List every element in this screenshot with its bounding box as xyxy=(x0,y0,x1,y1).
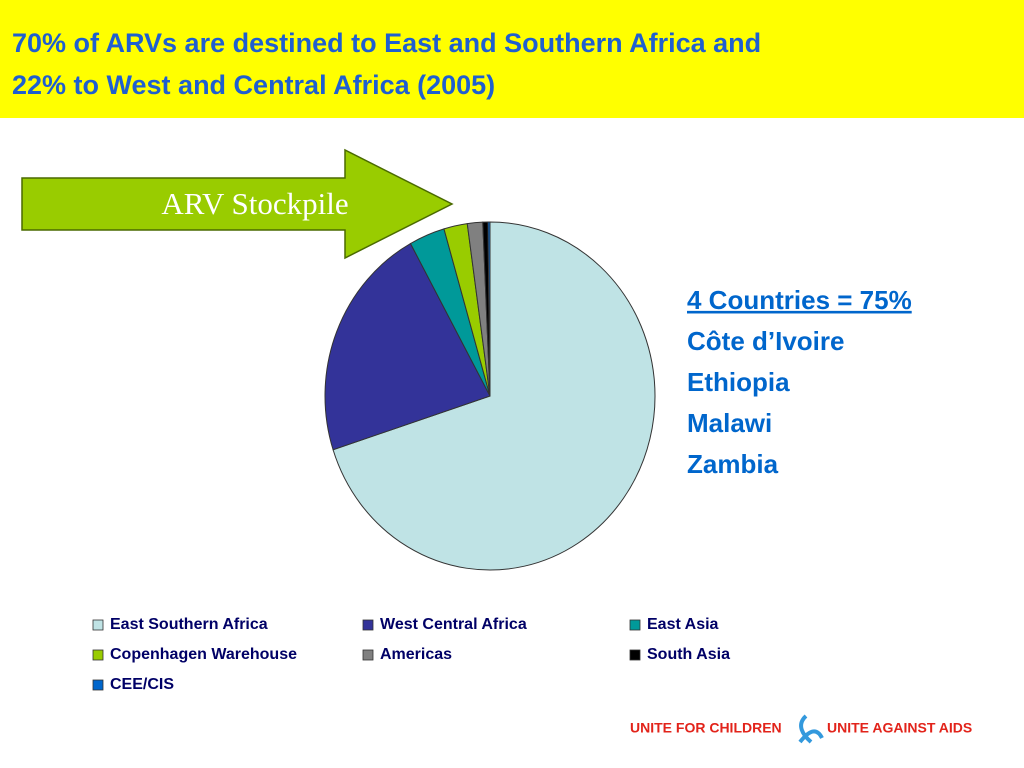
footer-text: UNITE AGAINST AIDS xyxy=(827,720,972,736)
callout-item: Ethiopia xyxy=(687,367,790,397)
legend-swatch xyxy=(92,679,104,691)
callout-item: Zambia xyxy=(687,449,779,479)
pie-slice xyxy=(332,221,656,571)
legend-label: West Central Africa xyxy=(380,616,527,633)
pie-slice xyxy=(324,242,491,451)
legend-label: East Asia xyxy=(647,616,719,633)
title-band xyxy=(0,0,1024,118)
legend-label: East Southern Africa xyxy=(110,616,268,633)
callout-item: Malawi xyxy=(687,408,772,438)
callout-heading: 4 Countries = 75% xyxy=(687,285,912,315)
legend-swatch xyxy=(92,649,104,661)
legend-swatch xyxy=(629,619,641,631)
arrow-label: ARV Stockpile xyxy=(161,186,348,221)
legend-swatch xyxy=(629,649,641,661)
pie xyxy=(324,221,656,571)
legend-label: South Asia xyxy=(647,646,730,663)
pie-slice xyxy=(487,221,491,397)
arrow xyxy=(21,148,454,260)
legend-label: CEE/CIS xyxy=(110,676,174,693)
legend-label: Americas xyxy=(380,646,452,663)
ribbon-logo xyxy=(798,714,824,744)
callout-item: Côte d’Ivoire xyxy=(687,326,844,356)
legend-swatch xyxy=(362,619,374,631)
legend-swatch xyxy=(92,619,104,631)
title-line: 70% of ARVs are destined to East and Sou… xyxy=(12,28,761,58)
footer-text: UNITE FOR CHILDREN xyxy=(630,720,782,736)
legend-label: Copenhagen Warehouse xyxy=(110,646,297,663)
title-line: 22% to West and Central Africa (2005) xyxy=(12,70,495,100)
legend-swatch xyxy=(362,649,374,661)
callout-list: Côte d’Ivoire Ethiopia Malawi Zambia xyxy=(687,326,844,479)
legend: East Southern Africa West Central Africa E… xyxy=(92,616,730,693)
